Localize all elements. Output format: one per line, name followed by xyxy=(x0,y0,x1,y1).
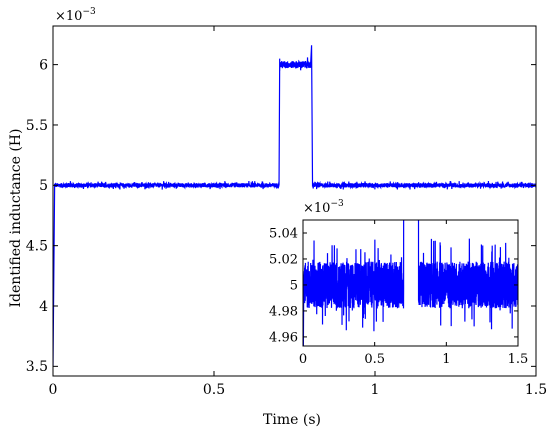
main-x-tick-label: 0.5 xyxy=(203,382,225,398)
inset-frame xyxy=(302,219,519,347)
main-series-line xyxy=(53,45,536,367)
main-y-tick-label: 4 xyxy=(39,299,48,315)
inset-y-tick-label: 5.04 xyxy=(269,227,298,242)
main-y-tick-label: 5.5 xyxy=(26,118,48,134)
main-y-tick-label: 3.5 xyxy=(26,359,48,375)
main-frame xyxy=(52,25,537,377)
inset-x-tick-label: 1 xyxy=(442,352,450,367)
inset-y-tick-label: 5.02 xyxy=(269,253,298,268)
inset-y-tick-label: 4.96 xyxy=(269,330,298,345)
main-y-tick-label: 6 xyxy=(39,58,48,74)
inset-x-tick-label: 1.5 xyxy=(508,352,529,367)
inset-y-tick-label: 5 xyxy=(290,278,298,293)
inset-y-tick-label: 4.98 xyxy=(269,304,298,319)
inset-series-line xyxy=(303,220,518,346)
inset-axes: 0 0.5 1 1.5 4.96 4.98 5 5.02 5.04 xyxy=(269,219,529,367)
inset-x-tick-label: 0.5 xyxy=(364,352,385,367)
y-axis-label: Identified inductance (H) xyxy=(8,129,24,308)
main-y-tick-label: 4.5 xyxy=(26,239,48,255)
main-x-tick-label: 0 xyxy=(49,382,58,398)
inset-multiplier: ×10−3 xyxy=(303,199,344,216)
main-y-tick-label: 5 xyxy=(39,178,48,194)
main-axes: 0 0.5 1 1.5 3.5 4 4.5 5 5.5 6 xyxy=(26,25,547,398)
main-x-tick-label: 1 xyxy=(371,382,380,398)
main-x-tick-label: 1.5 xyxy=(525,382,547,398)
main-multiplier: ×10−3 xyxy=(55,7,96,24)
inset-x-tick-label: 0 xyxy=(299,352,307,367)
x-axis-label: Time (s) xyxy=(263,412,321,428)
